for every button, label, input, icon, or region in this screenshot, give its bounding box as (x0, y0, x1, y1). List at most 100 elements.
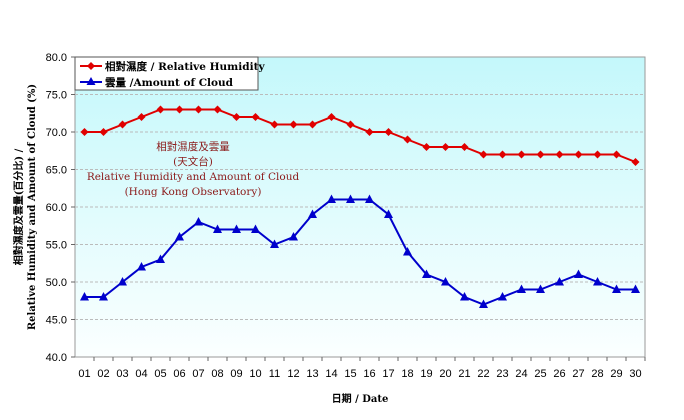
humidity-point (536, 150, 545, 159)
legend-cloud: 雲量 /Amount of Cloud (105, 76, 234, 89)
x-tick-label: 03 (116, 368, 128, 380)
annotation-line: (天文台) (173, 155, 213, 168)
y-tick-label: 40.0 (46, 352, 67, 364)
humidity-point (213, 105, 222, 114)
y-axis-label-line: 相對濕度及雲量(百分比) / (12, 148, 25, 265)
humidity-point (555, 150, 564, 159)
humidity-point (194, 105, 203, 114)
cloud-point (308, 209, 317, 218)
cloud-point (213, 224, 222, 233)
humidity-point (479, 150, 488, 159)
cloud-point (422, 269, 431, 278)
x-tick-label: 02 (97, 368, 109, 380)
humidity-point (118, 120, 127, 129)
humidity-point (289, 120, 298, 129)
humidity-point (498, 150, 507, 159)
humidity-point (137, 113, 146, 121)
cloud-point (346, 194, 355, 203)
cloud-point (365, 194, 374, 203)
y-tick-label: 60.0 (46, 202, 67, 214)
y-axis-label-line: Relative Humidity and Amount of Cloud (%… (27, 84, 38, 330)
humidity-point (612, 150, 621, 159)
x-tick-label: 20 (439, 368, 451, 380)
x-tick-label: 22 (477, 368, 489, 380)
humidity-point (232, 113, 241, 121)
humidity-point (327, 113, 336, 121)
x-tick-label: 08 (211, 368, 223, 380)
x-tick-label: 09 (230, 368, 242, 380)
x-tick-label: 17 (382, 368, 394, 380)
x-tick-label: 11 (269, 368, 280, 380)
x-tick-label: 01 (78, 368, 90, 380)
x-tick-label: 10 (249, 368, 261, 380)
x-tick-label: 19 (420, 368, 432, 380)
cloud-point (137, 262, 146, 271)
cloud-point (289, 232, 298, 241)
humidity-point (422, 143, 431, 151)
x-tick-label: 30 (629, 368, 641, 380)
humidity-point (80, 128, 89, 136)
x-tick-label: 25 (534, 368, 546, 380)
y-tick-label: 70.0 (46, 127, 67, 139)
x-tick-label: 29 (610, 368, 622, 380)
humidity-point (574, 150, 583, 159)
cloud-point (118, 277, 127, 286)
legend-humidity: 相對濕度 / Relative Humidity (105, 60, 265, 73)
y-tick-label: 50.0 (46, 277, 67, 289)
humidity-point (517, 150, 526, 159)
x-tick-label: 07 (192, 368, 204, 380)
x-tick-label: 14 (325, 368, 337, 380)
x-tick-label: 12 (287, 368, 299, 380)
cloud-point (99, 292, 108, 301)
y-tick-label: 55.0 (46, 240, 67, 252)
y-tick-label: 80.0 (46, 52, 67, 64)
annotation: 相對濕度及雲量 (天文台) Relative Humidity and Amou… (87, 140, 300, 198)
humidity-point (384, 128, 393, 136)
cloud-point (270, 239, 279, 248)
x-tick-label: 05 (154, 368, 166, 380)
cloud-point (536, 284, 545, 293)
x-tick-label: 06 (173, 368, 185, 380)
humidity-point (441, 143, 450, 151)
x-tick-label: 04 (135, 368, 147, 380)
humidity-point (460, 143, 469, 151)
humidity-point (156, 105, 165, 114)
legend-diamond-icon (87, 62, 95, 70)
humidity-point (99, 128, 108, 136)
cloud-point (327, 194, 336, 203)
humidity-point (346, 120, 355, 129)
x-tick-label: 15 (344, 368, 356, 380)
legend-triangle-icon (86, 77, 96, 85)
humidity-point (365, 128, 374, 136)
series-line-1 (84, 198, 636, 306)
humidity-point (251, 113, 260, 121)
x-tick-label: 28 (591, 368, 603, 380)
cloud-point (574, 269, 583, 278)
x-tick-label: 26 (553, 368, 565, 380)
y-tick-label: 45.0 (46, 315, 67, 327)
y-tick-label: 65.0 (46, 165, 67, 177)
cloud-point (612, 284, 621, 293)
x-tick-label: 24 (515, 368, 527, 380)
cloud-point (251, 224, 260, 233)
cloud-point (460, 292, 469, 301)
cloud-point (479, 299, 488, 308)
legend: 相對濕度 / Relative Humidity 雲量 /Amount of C… (74, 56, 265, 91)
cloud-point (384, 209, 393, 218)
cloud-point (232, 224, 241, 233)
cloud-point (593, 277, 602, 286)
cloud-point (517, 284, 526, 293)
annotation-line: Relative Humidity and Amount of Cloud (87, 171, 300, 183)
cloud-point (498, 292, 507, 301)
cloud-point (156, 254, 165, 263)
x-tick-label: 23 (496, 368, 508, 380)
cloud-point (403, 247, 412, 256)
humidity-point (175, 105, 184, 114)
annotation-line: (Hong Kong Observatory) (125, 186, 262, 198)
x-tick-label: 27 (572, 368, 584, 380)
x-tick-label: 16 (363, 368, 375, 380)
y-axis-label: 相對濕度及雲量(百分比) / Relative Humidity and Amo… (12, 84, 38, 330)
x-tick-label: 18 (401, 368, 413, 380)
humidity-point (403, 135, 412, 144)
